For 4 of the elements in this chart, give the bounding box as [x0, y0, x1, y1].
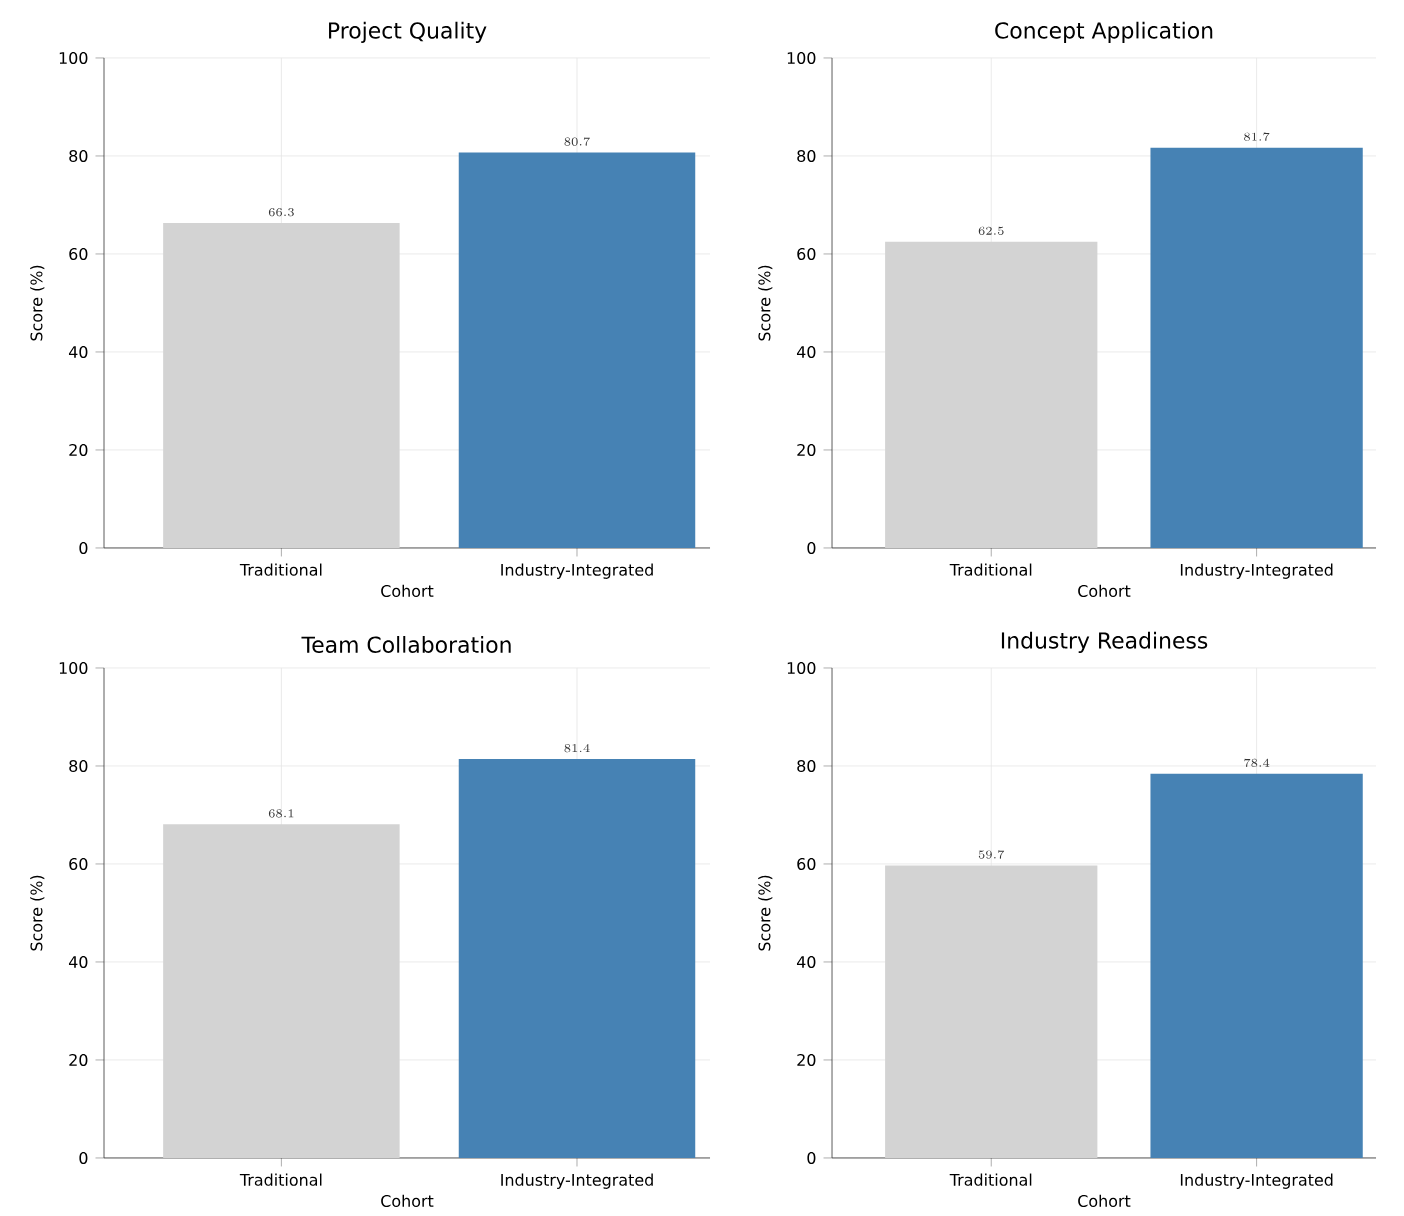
chart-title: Project Quality	[329, 21, 487, 43]
chart-title: Team Collaboration	[301, 635, 511, 653]
chart-title: Industry Readiness	[1001, 631, 1208, 653]
chart-title: Concept Application	[995, 21, 1213, 43]
